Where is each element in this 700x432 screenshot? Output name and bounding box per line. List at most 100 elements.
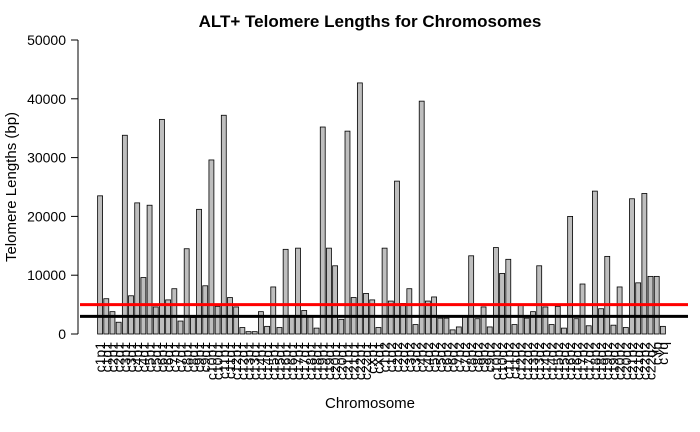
x-tick-label: c19p2 [599, 342, 615, 380]
bar-c21q2 [635, 282, 642, 335]
x-tick-label: cYp [649, 342, 665, 365]
x-tick-label: c19q2 [605, 342, 621, 380]
x-tick-label: c16p2 [562, 342, 578, 380]
bar-c9q1 [202, 285, 209, 335]
bar-c20q2 [622, 327, 629, 335]
x-tick-label: c18q2 [593, 342, 609, 380]
bar-c15p1 [270, 286, 277, 335]
bar-c22q1 [363, 293, 369, 335]
x-tick-label: c3q2 [408, 342, 424, 373]
bar-c8p1 [183, 248, 190, 335]
bar-c12p2 [517, 304, 524, 335]
x-axis-tick-labels: c1p1c1q1c2p1c2q1c3p1c3q1c4p1c4q1c5p1c5q1… [92, 342, 671, 380]
x-tick-label: c11q2 [506, 342, 522, 379]
x-tick-label: c12p1 [228, 342, 244, 380]
x-tick-label: c5p1 [142, 342, 158, 373]
x-tick-label: c9q1 [197, 342, 213, 373]
bar-c10q1 [214, 305, 221, 335]
x-tick-label: c21p1 [339, 342, 355, 380]
x-tick-label: c9p1 [191, 342, 207, 373]
bar-c12q2 [523, 317, 530, 335]
x-tick-label: c17q1 [296, 342, 312, 380]
y-tick-label: 50000 [27, 32, 66, 48]
x-tick-label: c20q1 [333, 342, 349, 380]
x-tick-label: c16p1 [278, 342, 294, 380]
bar-c19p1 [319, 126, 326, 335]
bar-c8q2 [474, 318, 481, 335]
x-tick-label: c10p2 [488, 342, 504, 380]
x-tick-label: c16q1 [284, 342, 300, 380]
y-tick-label: 30000 [27, 150, 66, 166]
x-tick-label: c14q2 [544, 342, 560, 380]
x-tick-label: c1q1 [98, 342, 114, 373]
bar-c16q2 [573, 318, 580, 335]
bar-c7p2 [455, 326, 462, 335]
x-tick-label: c1q2 [383, 342, 399, 373]
bar-c19q1 [326, 247, 332, 335]
x-tick-label: c14q1 [259, 342, 275, 380]
x-tick-label: c13q1 [247, 342, 263, 380]
bar-c15q1 [276, 327, 283, 335]
bar-c19q2 [610, 324, 617, 335]
chart-title: ALT+ Telomere Lengths for Chromosomes [199, 12, 542, 31]
bar-c22p2 [641, 193, 648, 335]
x-tick-label: c12q1 [234, 342, 250, 380]
x-tick-label: c13p2 [525, 342, 541, 380]
x-tick-label: c10q2 [494, 342, 510, 380]
x-tick-label: c15q1 [271, 342, 287, 380]
x-tick-label: c21q1 [346, 342, 362, 380]
bar-c14p1 [258, 311, 264, 335]
x-tick-label: c18p1 [302, 342, 318, 380]
x-tick-label: c2q1 [111, 342, 127, 373]
x-axis-label: Chromosome [325, 395, 415, 412]
bar-c16p1 [282, 248, 289, 335]
x-tick-label: c8q1 [185, 342, 201, 373]
x-tick-label: c7p2 [451, 342, 467, 373]
x-tick-label: c19q1 [321, 342, 337, 380]
x-tick-label: c5p2 [426, 342, 442, 373]
bar-c14q2 [548, 324, 555, 335]
x-tick-label: c9p2 [476, 342, 492, 373]
bar-c14p2 [542, 306, 549, 335]
x-tick-label: c22q1 [358, 342, 374, 380]
bar-c5p1 [146, 204, 153, 335]
bar-c11p1 [220, 114, 227, 335]
bar-c19p2 [604, 255, 611, 335]
x-tick-label: c19p1 [315, 342, 331, 380]
x-tick-label: c13q2 [531, 342, 547, 380]
x-tick-label: c4p2 [414, 342, 430, 373]
bar-c9q2 [486, 326, 493, 335]
bar-c2p2 [394, 180, 400, 335]
bar-c5q2 [437, 317, 444, 335]
bar-c2p1 [109, 311, 116, 335]
bar-c2q2 [400, 303, 407, 335]
bar-c9p1 [196, 208, 202, 335]
x-tick-label: c1p1 [92, 342, 108, 373]
x-tick-label: c22p2 [636, 342, 652, 380]
x-tick-label: c16q2 [568, 342, 584, 380]
bar-c8p2 [468, 255, 475, 335]
bar-c6p2 [443, 317, 450, 335]
bar-c7p1 [171, 288, 178, 335]
x-tick-label: c8p1 [179, 342, 195, 373]
x-tick-label: c10q1 [210, 342, 226, 380]
x-tick-label: c11p1 [216, 342, 232, 379]
bar-c22p1 [356, 82, 363, 335]
x-tick-label: c17p2 [575, 342, 591, 380]
bar-c17p1 [295, 247, 301, 335]
x-tick-label: c20q2 [618, 342, 634, 380]
bar-c10p1 [208, 159, 215, 335]
x-tick-label: c12q2 [519, 342, 535, 380]
y-axis: 0 10000 20000 30000 40000 50000 [27, 32, 79, 342]
x-tick-label: c18p2 [587, 342, 603, 380]
bar-c18p1 [307, 315, 314, 335]
bar-c10p2 [493, 247, 499, 335]
bar-cYq [660, 325, 666, 335]
x-tick-label: c5q2 [432, 342, 448, 373]
x-tick-label: c11p2 [500, 342, 516, 379]
bar-c14q1 [264, 325, 270, 335]
x-tick-label: cXp1 [364, 342, 380, 374]
y-tick-label: 0 [58, 326, 66, 342]
bar-c6p1 [159, 118, 165, 335]
x-tick-label: c17p1 [290, 342, 306, 380]
